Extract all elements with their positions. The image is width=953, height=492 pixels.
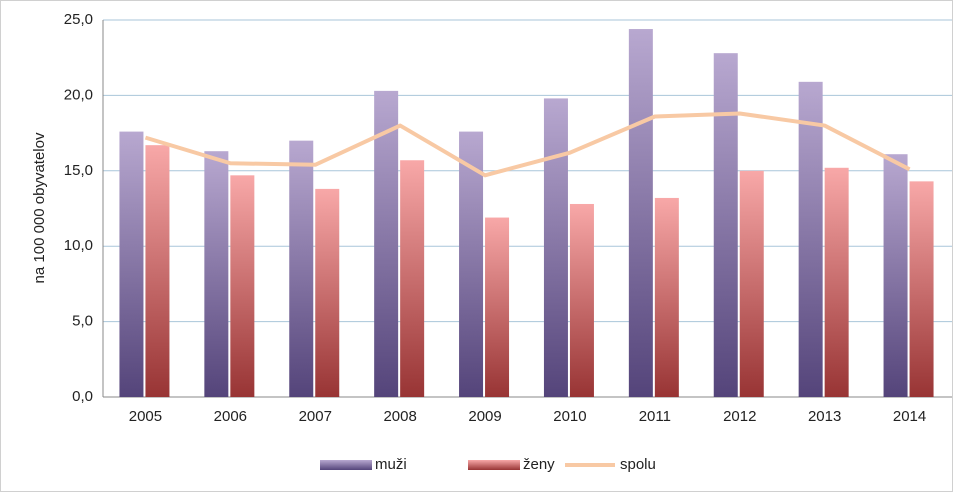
bar xyxy=(543,98,568,397)
x-tick-label: 2014 xyxy=(893,408,926,425)
x-tick-label: 2005 xyxy=(129,408,162,425)
legend-swatch xyxy=(468,460,520,470)
bar xyxy=(459,131,484,398)
y-tick-label: 25,0 xyxy=(64,11,93,28)
bar xyxy=(400,160,425,397)
bar xyxy=(909,181,934,397)
legend-swatch xyxy=(320,460,372,470)
legend-label: muži xyxy=(375,456,407,473)
x-tick-label: 2007 xyxy=(299,408,332,425)
bar xyxy=(713,53,738,398)
bar xyxy=(119,131,144,398)
bar xyxy=(315,188,340,397)
x-tick-label: 2006 xyxy=(214,408,247,425)
bar xyxy=(628,29,653,397)
bar xyxy=(654,197,679,397)
x-tick-label: 2012 xyxy=(723,408,756,425)
legend-label: spolu xyxy=(620,456,656,473)
bar xyxy=(883,154,908,397)
y-tick-label: 10,0 xyxy=(64,237,93,254)
bar xyxy=(485,217,510,397)
y-tick-label: 20,0 xyxy=(64,86,93,103)
x-tick-label: 2010 xyxy=(553,408,586,425)
line xyxy=(144,111,911,178)
bar xyxy=(739,170,764,397)
bar xyxy=(374,90,399,397)
x-tick-label: 2013 xyxy=(808,408,841,425)
bar xyxy=(824,167,849,397)
bar xyxy=(798,81,823,397)
y-tick-label: 15,0 xyxy=(64,162,93,179)
x-tick-label: 2011 xyxy=(639,408,671,425)
y-tick-label: 0,0 xyxy=(72,388,93,405)
y-tick-label: 5,0 xyxy=(72,313,93,330)
x-tick-label: 2009 xyxy=(468,408,501,425)
bar xyxy=(289,140,314,397)
bar xyxy=(204,151,229,397)
x-tick-label: 2008 xyxy=(383,408,416,425)
bar xyxy=(230,175,255,397)
bar xyxy=(145,145,170,397)
legend-label: ženy xyxy=(523,456,555,473)
y-axis-label: na 100 000 obyvatelov xyxy=(31,132,48,283)
bar xyxy=(569,203,594,397)
